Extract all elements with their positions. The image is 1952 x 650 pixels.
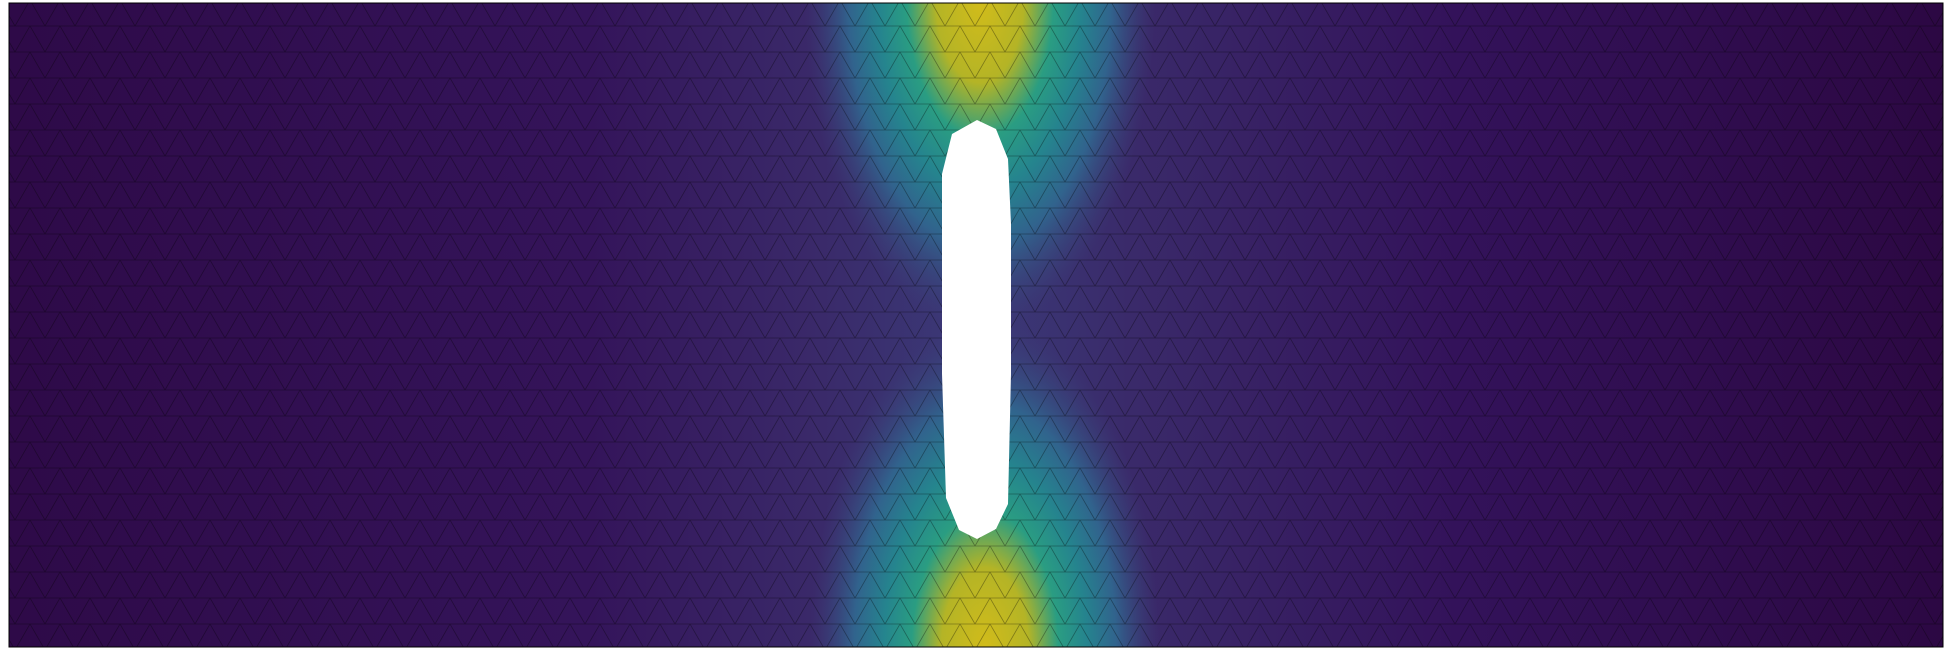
hole [942,120,1011,539]
plate-border [8,2,1944,648]
